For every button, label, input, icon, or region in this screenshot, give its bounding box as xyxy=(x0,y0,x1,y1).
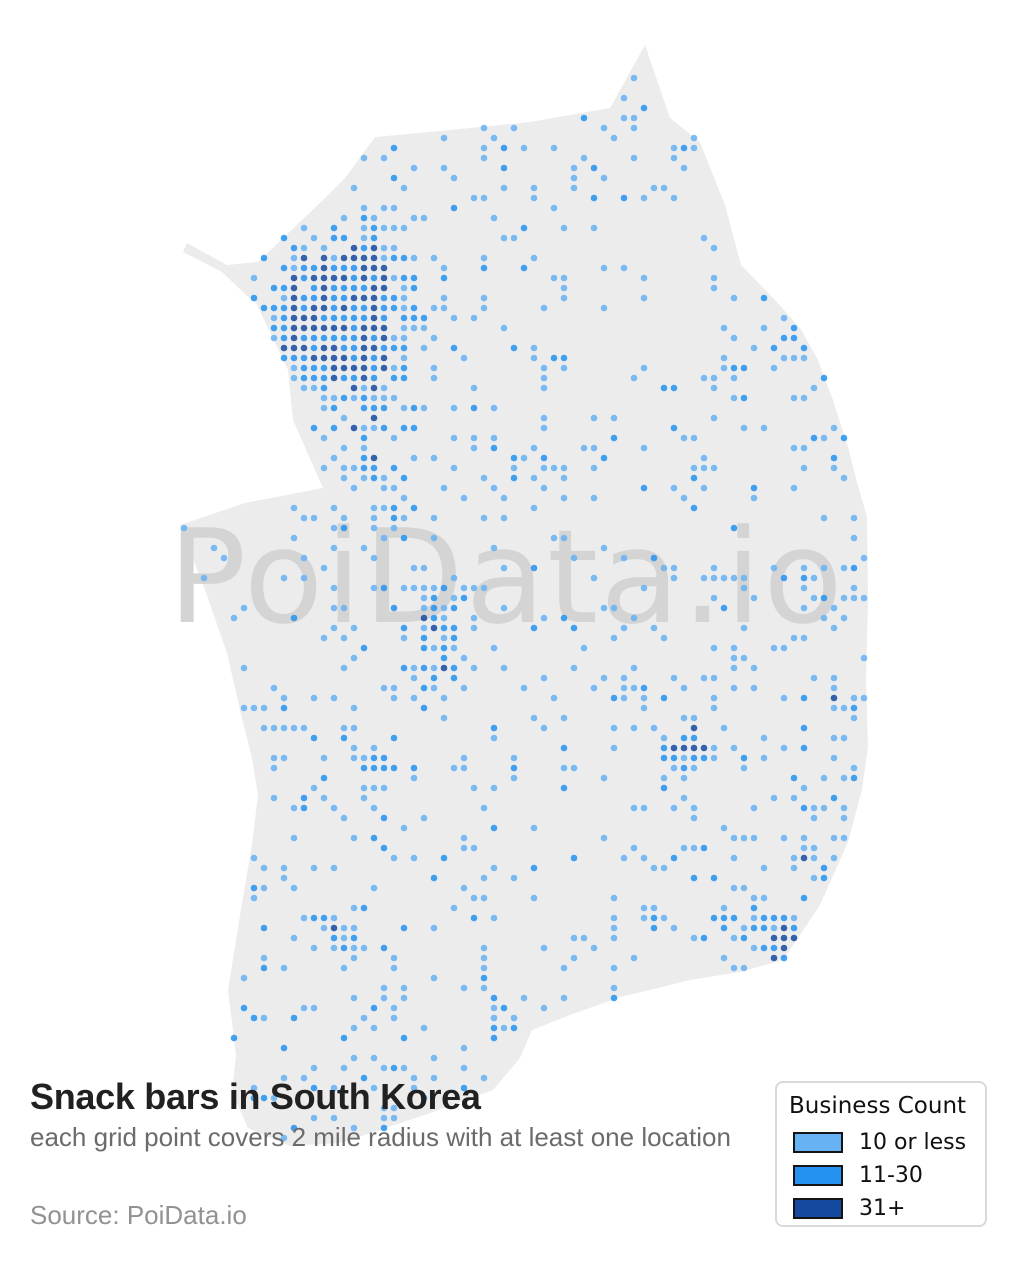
legend-swatch-31-plus-icon xyxy=(793,1197,843,1219)
legend-row-mid: 11-30 xyxy=(789,1162,975,1188)
page-title: Snack bars in South Korea xyxy=(30,1076,481,1117)
legend-swatch-10-or-less-icon xyxy=(793,1131,843,1153)
legend-swatch-11-30-icon xyxy=(793,1164,843,1186)
legend-label-high: 31+ xyxy=(859,1195,906,1221)
legend-box: Business Count 10 or less 11-30 31+ xyxy=(775,1081,987,1227)
chart-subtitle: each grid point covers 2 mile radius wit… xyxy=(30,1122,731,1152)
legend-title: Business Count xyxy=(789,1093,967,1119)
legend-row-high: 31+ xyxy=(789,1195,975,1221)
legend-row-low: 10 or less xyxy=(789,1129,975,1155)
source-note: Source: PoiData.io xyxy=(30,1200,247,1230)
watermark: PoiData.io xyxy=(168,501,845,653)
legend-label-mid: 11-30 xyxy=(859,1162,923,1188)
dot-grid xyxy=(180,74,868,1142)
legend-label-low: 10 or less xyxy=(859,1129,967,1155)
